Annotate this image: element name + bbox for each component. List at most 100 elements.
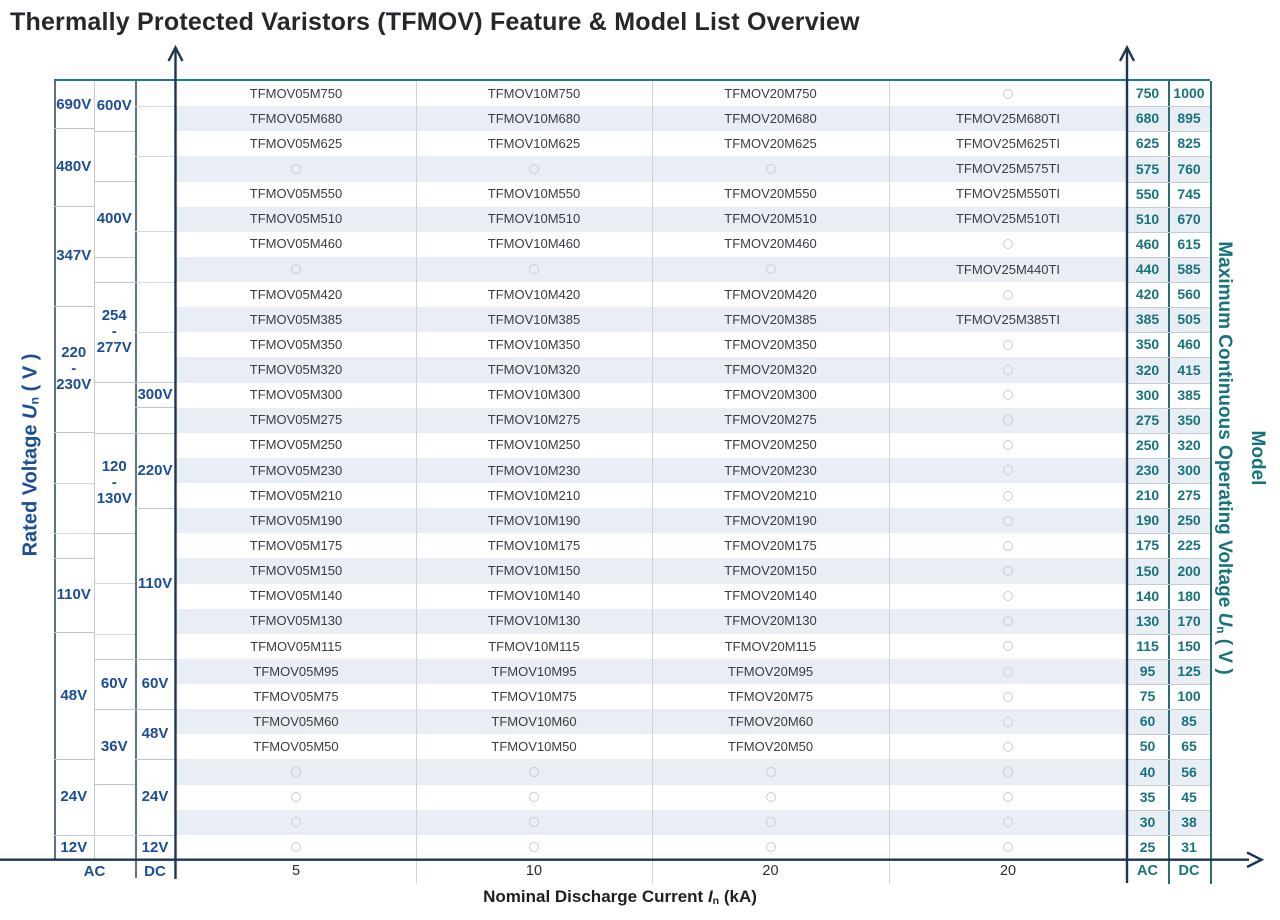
model-cell-empty <box>889 383 1127 408</box>
mcov-ac-value: 140 <box>1135 587 1160 604</box>
mcov-row-line <box>1127 784 1210 786</box>
no-model-circle-icon <box>1003 339 1013 350</box>
no-model-circle-icon <box>1003 364 1013 375</box>
model-cell: TFMOV20M385 <box>724 311 817 327</box>
voltage-cell-line <box>135 433 175 434</box>
model-cell: TFMOV10M680 <box>487 110 581 126</box>
model-cell: TFMOV20M510 <box>724 211 817 227</box>
model-cell: TFMOV20M95 <box>727 663 814 679</box>
voltage-cell-tick-line <box>54 533 94 534</box>
model-cell: TFMOV10M210 <box>487 487 581 503</box>
mcov-dc-value: 200 <box>1177 562 1201 579</box>
model-cell-empty <box>889 508 1127 533</box>
row-stripe <box>176 407 1210 433</box>
voltage-cell-tick-line <box>135 231 175 232</box>
no-model-circle-icon <box>529 163 539 174</box>
mcov-ac-value: 30 <box>1139 813 1156 830</box>
mcov-ac-value: 385 <box>1135 311 1160 328</box>
model-cell-empty <box>889 835 1127 860</box>
no-model-circle-icon <box>1003 616 1013 627</box>
model-cell-empty <box>889 483 1127 508</box>
no-model-circle-icon <box>291 817 301 828</box>
no-model-circle-icon <box>1003 716 1013 727</box>
voltage-cell-tick-line <box>135 106 175 107</box>
mcov-ac-value: 190 <box>1135 512 1160 529</box>
bottom-axis-symbol: I <box>707 887 713 906</box>
mcov-ac-value: 275 <box>1135 411 1160 428</box>
mcov-row-line <box>1127 483 1210 485</box>
mcov-dc-value: 38 <box>1181 813 1197 830</box>
no-model-circle-icon <box>1003 666 1013 677</box>
mcov-ac-dc-divider <box>1168 81 1170 884</box>
voltage-cell-line <box>135 659 175 660</box>
no-model-circle-icon <box>1003 415 1013 426</box>
table-top-border <box>54 78 1210 81</box>
voltage-cell-line <box>93 257 135 258</box>
voltage-cell-line <box>135 759 175 760</box>
model-cell: TFMOV20M680 <box>724 110 817 126</box>
mcov-ac-value: 320 <box>1135 361 1160 378</box>
no-model-circle-icon <box>291 163 301 174</box>
no-model-circle-icon <box>529 817 539 828</box>
model-cell-empty <box>416 759 652 784</box>
voltage-cell-tick-line <box>54 483 94 484</box>
rated-voltage-label: 110V <box>137 574 173 592</box>
mcov-row-line <box>1127 633 1210 635</box>
model-cell: TFMOV20M140 <box>724 588 817 604</box>
no-model-circle-icon <box>1003 239 1013 250</box>
model-cell: TFMOV10M275 <box>487 412 581 428</box>
model-cell: TFMOV10M150 <box>487 563 581 579</box>
rated-voltage-label: 48V <box>60 686 88 704</box>
voltage-cell-line <box>54 306 94 307</box>
model-cell-empty <box>416 835 652 860</box>
mcov-row-line <box>1127 709 1210 711</box>
model-cell: TFMOV10M420 <box>487 286 581 302</box>
row-stripe <box>176 709 1210 735</box>
row-stripe <box>176 809 1210 835</box>
model-cell: TFMOV05M60 <box>253 713 339 729</box>
mcov-dc-value: 670 <box>1177 210 1201 227</box>
bottom-label-dc: DC <box>144 862 166 880</box>
voltage-cell-line <box>54 128 94 129</box>
voltage-cell-line <box>93 181 135 182</box>
no-model-circle-icon <box>1003 289 1013 300</box>
model-cell: TFMOV05M190 <box>249 512 343 528</box>
model-cell-empty <box>889 558 1127 583</box>
model-cell: TFMOV05M320 <box>249 362 343 378</box>
mcov-dc-value: 745 <box>1177 185 1201 202</box>
model-cell: TFMOV20M750 <box>724 85 817 101</box>
rated-voltage-label: 120-130V <box>96 458 132 507</box>
model-cell: TFMOV05M750 <box>249 85 343 101</box>
model-cell: TFMOV05M50 <box>253 739 339 755</box>
model-cell: TFMOV10M130 <box>487 613 581 629</box>
voltage-cell-line <box>135 382 175 383</box>
row-stripe <box>176 457 1210 484</box>
model-cell: TFMOV20M275 <box>724 412 817 428</box>
voltage-cell-line <box>93 709 135 710</box>
mcov-ac-value: 625 <box>1135 135 1160 152</box>
mcov-ac-value: 210 <box>1135 487 1160 504</box>
row-stripe <box>176 256 1210 283</box>
model-cell: TFMOV20M250 <box>724 437 817 453</box>
mcov-dc-value: 100 <box>1177 688 1201 705</box>
no-model-circle-icon <box>1003 540 1013 551</box>
mcov-dc-value: 560 <box>1177 286 1201 303</box>
mcov-row-line <box>1127 457 1210 459</box>
model-cell: TFMOV10M115 <box>488 638 580 654</box>
row-stripe <box>176 106 1210 132</box>
bottom-axis-subscript: n <box>712 894 720 907</box>
mcov-dc-value: 505 <box>1177 311 1201 328</box>
model-cell: TFMOV20M150 <box>724 563 817 579</box>
no-model-circle-icon <box>529 264 539 275</box>
row-stripe <box>176 206 1210 232</box>
mcov-ac-value: 95 <box>1139 663 1156 680</box>
model-cell-empty <box>416 785 652 810</box>
model-cell: TFMOV10M510 <box>487 211 581 227</box>
model-cell: TFMOV05M275 <box>249 412 343 428</box>
bottom-axis-title: Nominal Discharge Current In (kA) <box>483 887 757 907</box>
mcov-ac-value: 60 <box>1139 713 1156 730</box>
rated-voltage-label: 300V <box>137 385 173 403</box>
voltage-cell-line <box>93 131 135 132</box>
model-cell-empty <box>889 609 1127 634</box>
model-cell: TFMOV10M250 <box>487 437 581 453</box>
